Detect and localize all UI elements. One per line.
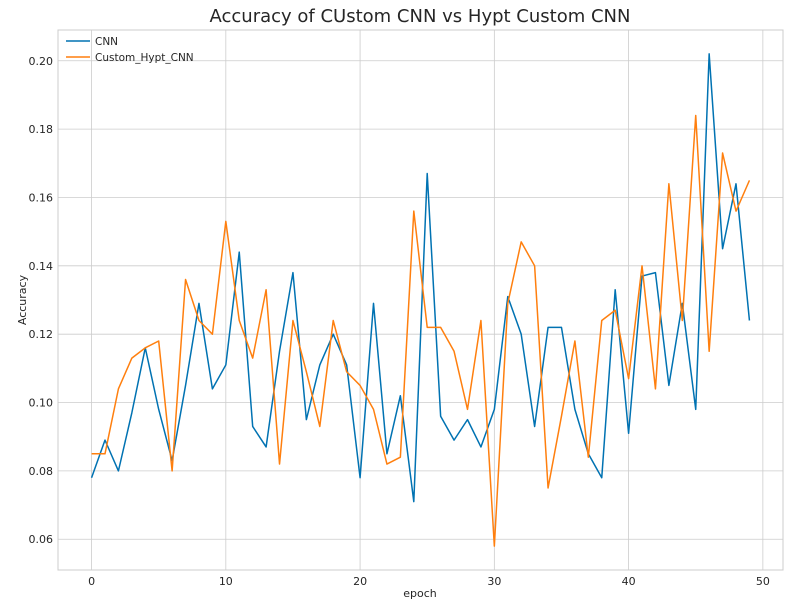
y-tick-label: 0.16 (29, 191, 54, 204)
y-tick-label: 0.10 (29, 397, 54, 410)
y-axis-label: Accuracy (16, 274, 29, 325)
y-tick-label: 0.08 (29, 465, 54, 478)
y-tick-label: 0.14 (29, 260, 54, 273)
x-tick-label: 20 (353, 575, 367, 588)
legend-label-cnn: CNN (95, 36, 118, 48)
y-tick-label: 0.06 (29, 533, 54, 546)
x-tick-labels: 0 10 20 30 40 50 (88, 575, 770, 588)
x-tick-label: 10 (219, 575, 233, 588)
legend: CNN Custom_Hypt_CNN (66, 36, 194, 64)
x-axis-label: epoch (403, 587, 437, 600)
x-tick-label: 30 (487, 575, 501, 588)
chart-title: Accuracy of CUstom CNN vs Hypt Custom CN… (210, 6, 631, 27)
x-tick-label: 50 (756, 575, 770, 588)
series-line-cnn (90, 53, 751, 503)
plot-frame (57, 29, 784, 571)
y-tick-label: 0.20 (29, 55, 54, 68)
gridlines (58, 30, 783, 570)
series-layer (90, 53, 751, 547)
y-tick-labels: 0.06 0.08 0.10 0.12 0.14 0.16 0.18 0.20 (29, 55, 54, 546)
y-tick-label: 0.12 (29, 328, 54, 341)
x-tick-label: 0 (88, 575, 95, 588)
x-tick-label: 40 (622, 575, 636, 588)
legend-label-custom-hypt-cnn: Custom_Hypt_CNN (95, 52, 194, 64)
y-tick-label: 0.18 (29, 123, 54, 136)
series-line-custom-hypt-cnn (91, 114, 751, 547)
